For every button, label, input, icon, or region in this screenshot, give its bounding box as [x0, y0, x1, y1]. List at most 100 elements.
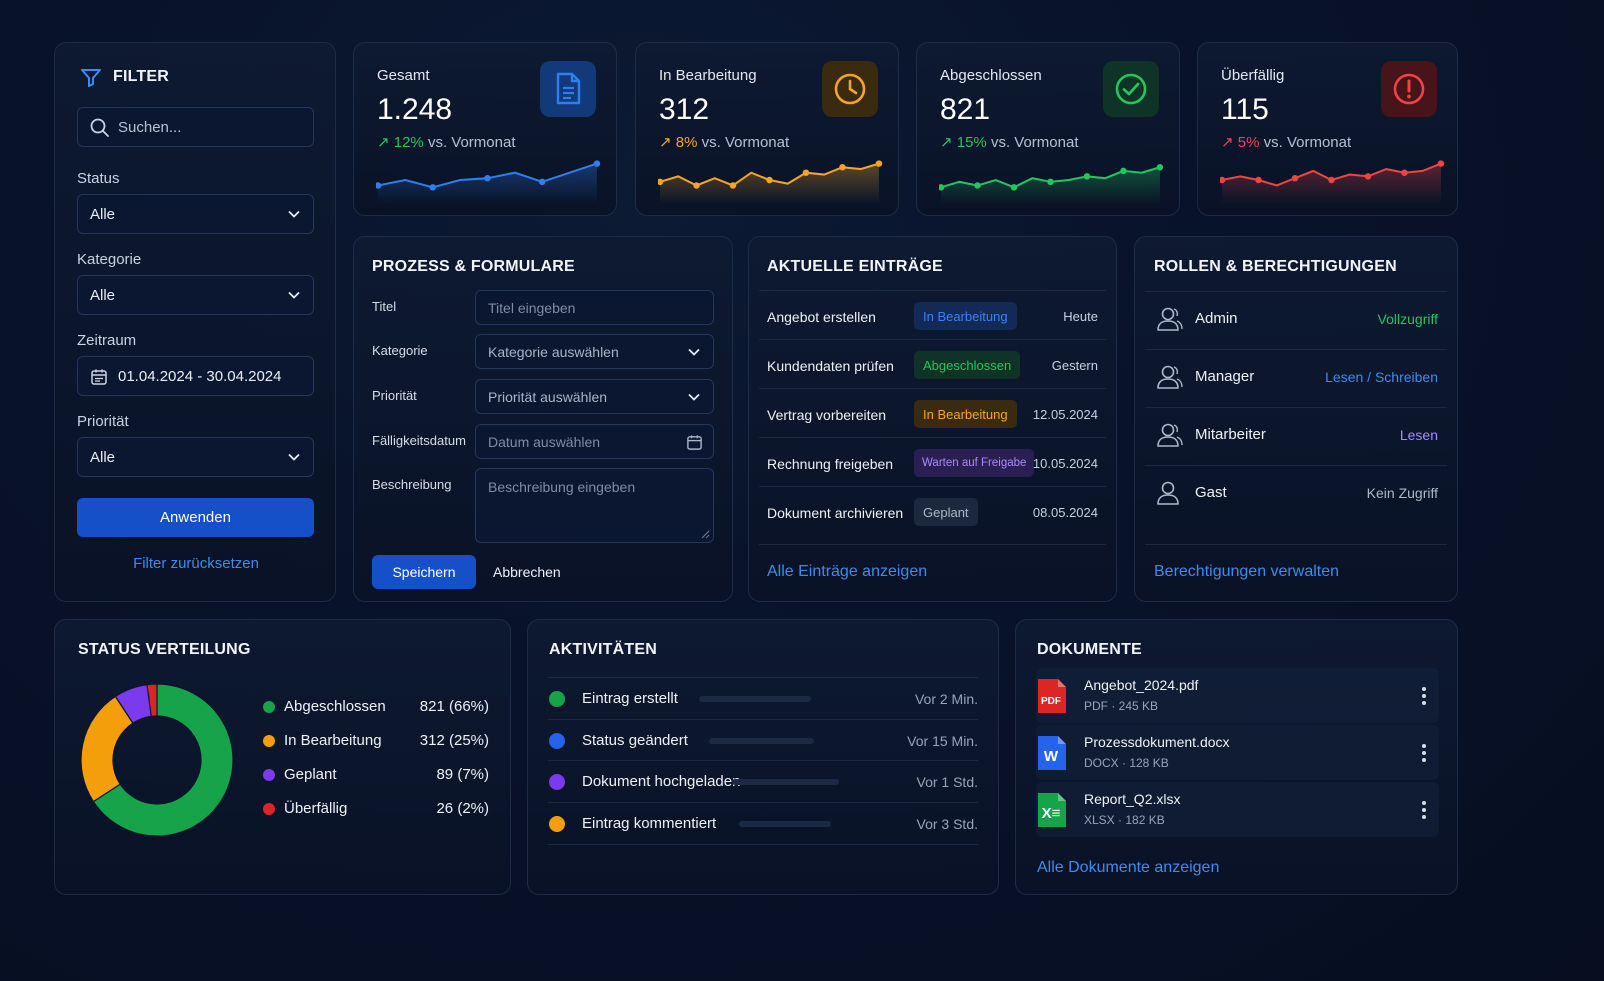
activity-dot	[549, 815, 565, 832]
status-select[interactable]: Alle	[77, 194, 314, 234]
priority-select[interactable]: Priorität auswählen	[475, 379, 714, 414]
entry-name[interactable]: Kundendaten prüfen	[767, 358, 894, 374]
more-options-icon[interactable]	[1421, 743, 1427, 763]
role-name[interactable]: Admin	[1195, 310, 1238, 327]
kpi-label: In Bearbeitung	[659, 67, 757, 84]
check-circle-icon	[1103, 61, 1159, 117]
resize-handle-icon[interactable]	[700, 529, 710, 539]
roles-panel: ROLLEN & BERECHTIGUNGEN Berechtigungen v…	[1134, 236, 1458, 602]
role-name[interactable]: Mitarbeiter	[1195, 426, 1266, 443]
alert-circle-icon	[1381, 61, 1437, 117]
chevron-down-icon	[688, 393, 700, 401]
manage-permissions-link[interactable]: Berechtigungen verwalten	[1154, 563, 1340, 580]
entry-name[interactable]: Dokument archivieren	[767, 505, 904, 521]
kpi-trend-percent: 8%	[675, 134, 698, 151]
show-all-documents-link[interactable]: Alle Dokumente anzeigen	[1037, 859, 1220, 876]
filter-icon	[81, 69, 101, 87]
kpi-card[interactable]: Abgeschlossen 821 ↗ 15% vs. Vormonat	[916, 42, 1180, 216]
document-row[interactable]: W Prozessdokument.docx DOCX · 128 KB	[1036, 725, 1439, 780]
kpi-value: 821	[940, 93, 991, 126]
entry-date: Gestern	[1051, 358, 1098, 373]
category-select[interactable]: Kategorie auswählen	[475, 334, 714, 369]
row-divider	[1145, 349, 1447, 350]
role-permission: Kein Zugriff	[1366, 485, 1438, 501]
entry-name[interactable]: Vertrag vorbereiten	[767, 407, 887, 423]
title-placeholder: Titel eingeben	[488, 299, 576, 316]
activity-dot	[549, 732, 565, 749]
activity-dot	[549, 691, 565, 707]
activities-title: AKTIVITÄTEN	[549, 641, 657, 658]
status-value: Alle	[90, 205, 116, 223]
status-label: Status	[77, 170, 120, 187]
entry-name[interactable]: Angebot erstellen	[767, 309, 876, 325]
document-meta: DOCX · 128 KB	[1084, 756, 1169, 770]
document-row[interactable]: X≡ Report_Q2.xlsx XLSX · 182 KB	[1036, 782, 1439, 837]
chevron-down-icon	[288, 291, 300, 299]
description-textarea[interactable]: Beschreibung eingeben	[475, 468, 714, 543]
sparkline-area	[660, 163, 879, 205]
more-options-icon[interactable]	[1421, 686, 1427, 706]
status-badge: Abgeschlossen	[914, 351, 1021, 379]
filter-title: FILTER	[113, 68, 170, 85]
period-input[interactable]: 01.04.2024 - 30.04.2024	[77, 356, 314, 396]
priority-label: Priorität	[77, 413, 129, 430]
due-date-input[interactable]: Datum auswählen	[475, 424, 714, 459]
kpi-value: 312	[659, 93, 710, 126]
kpi-trend-text: vs. Vormonat	[697, 134, 790, 151]
apply-button[interactable]: Anwenden	[77, 498, 314, 537]
sparkline-area	[941, 167, 1160, 205]
sparkline-point	[1047, 178, 1054, 186]
activity-bar	[739, 820, 831, 827]
role-name[interactable]: Gast	[1195, 484, 1227, 501]
chevron-down-icon	[688, 348, 700, 356]
activity-label[interactable]: Status geändert	[582, 731, 688, 749]
role-permission: Lesen / Schreiben	[1325, 369, 1438, 385]
status-donut-chart	[80, 683, 234, 837]
kpi-card[interactable]: In Bearbeitung 312 ↗ 8% vs. Vormonat	[635, 42, 899, 216]
kpi-trend-percent: 5%	[1237, 134, 1260, 151]
cancel-button[interactable]: Abbrechen	[493, 564, 561, 580]
priority-select[interactable]: Alle	[77, 437, 314, 477]
excel-file-icon: X≡	[1036, 791, 1068, 829]
activity-label[interactable]: Dokument hochgeladen	[582, 773, 741, 790]
activity-label[interactable]: Eintrag erstellt	[582, 690, 678, 707]
document-row[interactable]: PDF Angebot_2024.pdf PDF · 245 KB	[1036, 668, 1439, 723]
kpi-trend-percent: 15%	[956, 134, 987, 151]
more-options-icon[interactable]	[1421, 800, 1427, 820]
show-all-entries-link[interactable]: Alle Einträge anzeigen	[767, 563, 928, 580]
user-icon	[1155, 363, 1183, 391]
sparkline-point	[693, 182, 700, 189]
kpi-sparkline	[1220, 160, 1445, 205]
search-placeholder: Suchen...	[118, 118, 182, 136]
user-icon	[1155, 305, 1183, 333]
role-permission: Vollzugriff	[1377, 311, 1438, 327]
sparkline-point	[766, 176, 773, 184]
save-button[interactable]: Speichern	[372, 555, 476, 589]
description-placeholder: Beschreibung eingeben	[488, 479, 636, 495]
activity-label[interactable]: Eintrag kommentiert	[582, 814, 717, 832]
priority-placeholder: Priorität auswählen	[488, 388, 608, 405]
chevron-down-icon	[288, 453, 300, 461]
entry-name[interactable]: Rechnung freigeben	[767, 456, 894, 472]
sparkline-point	[1364, 173, 1372, 180]
pdf-file-icon: PDF	[1036, 677, 1068, 715]
sparkline-point	[1255, 176, 1262, 184]
category-select[interactable]: Alle	[77, 275, 314, 315]
category-label: Kategorie	[77, 251, 142, 268]
entries-title: AKTUELLE EINTRÄGE	[767, 258, 943, 275]
activities-panel: AKTIVITÄTEN Eintrag erstellt Vor 2 Min. St…	[527, 619, 999, 895]
document-icon	[540, 61, 596, 117]
document-name: Prozessdokument.docx	[1084, 734, 1230, 750]
activity-time: Vor 2 Min.	[914, 691, 978, 707]
title-input[interactable]: Titel eingeben	[475, 290, 714, 325]
reset-filter-link[interactable]: Filter zurücksetzen	[133, 555, 259, 572]
search-input[interactable]: Suchen...	[77, 107, 314, 147]
legend-label: Geplant	[284, 766, 337, 783]
role-name[interactable]: Manager	[1195, 368, 1255, 385]
row-divider	[759, 544, 1106, 545]
kpi-card[interactable]: Gesamt 1.248 ↗ 12% vs. Vormonat	[353, 42, 617, 216]
document-meta: PDF · 245 KB	[1084, 699, 1159, 713]
kpi-card[interactable]: Überfällig 115 ↗ 5% vs. Vormonat	[1197, 42, 1458, 216]
document-meta: XLSX · 182 KB	[1084, 813, 1165, 827]
legend-dot	[263, 701, 275, 713]
